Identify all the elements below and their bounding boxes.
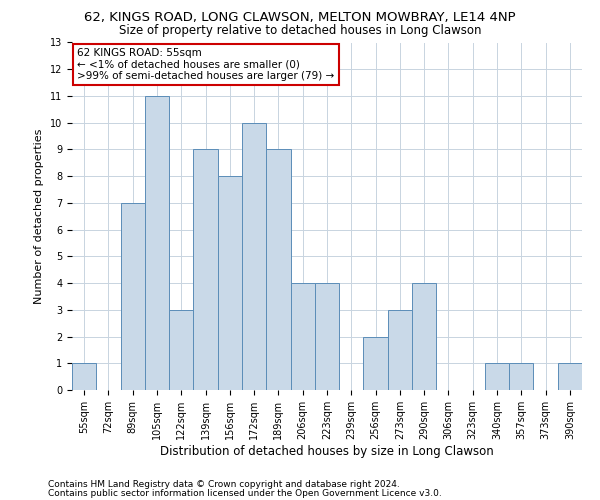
- Text: Size of property relative to detached houses in Long Clawson: Size of property relative to detached ho…: [119, 24, 481, 37]
- Bar: [412, 283, 436, 390]
- Bar: [72, 364, 96, 390]
- Bar: [218, 176, 242, 390]
- Bar: [145, 96, 169, 390]
- Bar: [509, 364, 533, 390]
- Bar: [290, 283, 315, 390]
- Bar: [121, 203, 145, 390]
- Bar: [558, 364, 582, 390]
- Text: Contains public sector information licensed under the Open Government Licence v3: Contains public sector information licen…: [48, 489, 442, 498]
- Text: Contains HM Land Registry data © Crown copyright and database right 2024.: Contains HM Land Registry data © Crown c…: [48, 480, 400, 489]
- Text: 62, KINGS ROAD, LONG CLAWSON, MELTON MOWBRAY, LE14 4NP: 62, KINGS ROAD, LONG CLAWSON, MELTON MOW…: [84, 11, 516, 24]
- Bar: [242, 122, 266, 390]
- Bar: [388, 310, 412, 390]
- X-axis label: Distribution of detached houses by size in Long Clawson: Distribution of detached houses by size …: [160, 444, 494, 458]
- Y-axis label: Number of detached properties: Number of detached properties: [34, 128, 44, 304]
- Text: 62 KINGS ROAD: 55sqm
← <1% of detached houses are smaller (0)
>99% of semi-detac: 62 KINGS ROAD: 55sqm ← <1% of detached h…: [77, 48, 334, 81]
- Bar: [266, 150, 290, 390]
- Bar: [364, 336, 388, 390]
- Bar: [193, 150, 218, 390]
- Bar: [485, 364, 509, 390]
- Bar: [169, 310, 193, 390]
- Bar: [315, 283, 339, 390]
